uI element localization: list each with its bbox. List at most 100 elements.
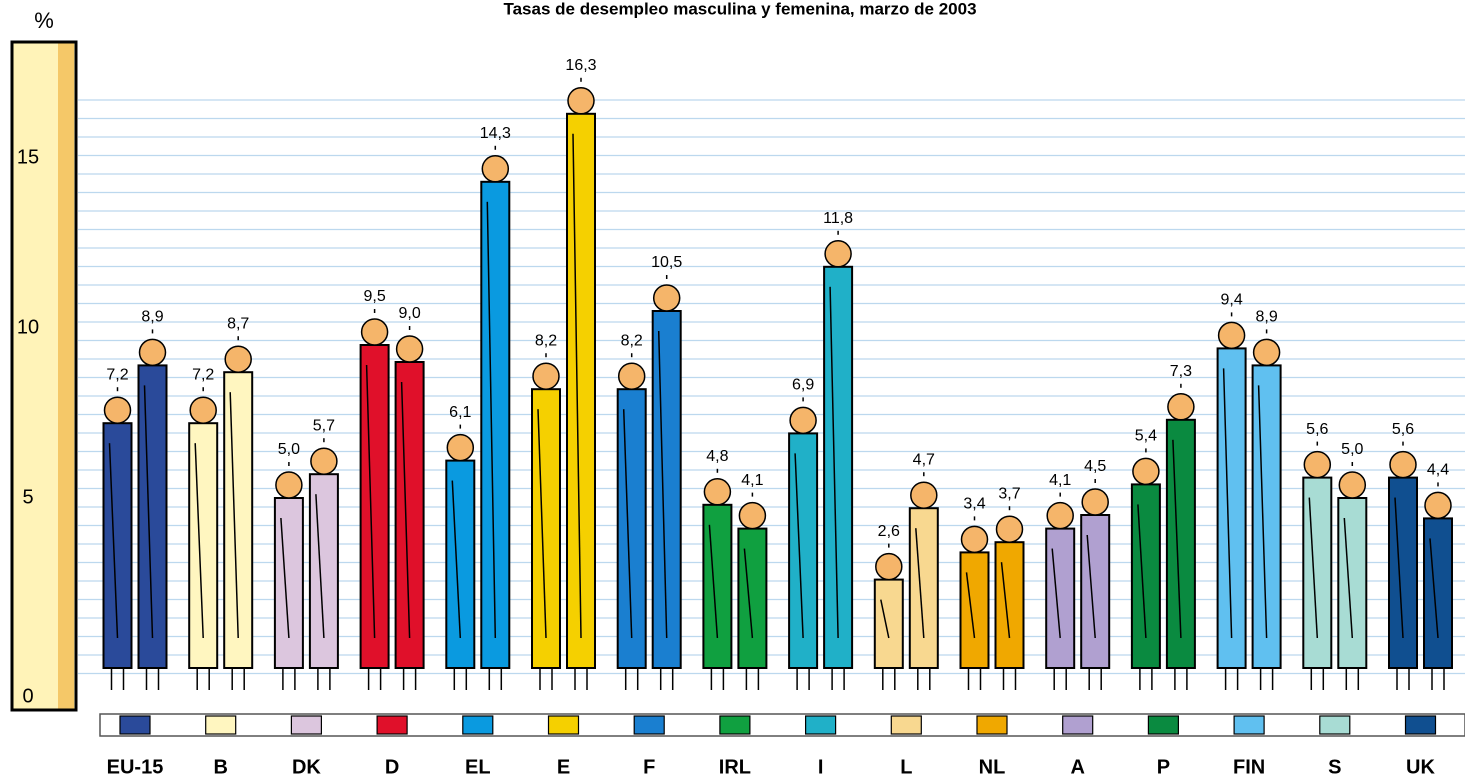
body-line <box>315 494 325 639</box>
bar <box>273 497 304 669</box>
value-label: 4,7 <box>913 451 935 468</box>
head <box>617 362 646 390</box>
bar <box>531 388 561 669</box>
y-axis-label: % <box>34 8 54 33</box>
head <box>567 87 595 115</box>
head <box>995 515 1024 543</box>
head <box>1424 491 1452 520</box>
x-tick-label: EU-15 <box>107 756 164 778</box>
bar <box>737 527 768 669</box>
head <box>703 478 732 506</box>
legend-box <box>99 713 1465 737</box>
body-line <box>1000 562 1011 639</box>
body-line <box>1222 368 1233 639</box>
value-label: 16,3 <box>565 57 596 74</box>
head <box>1132 457 1160 486</box>
head <box>1046 501 1074 530</box>
x-tick-label: F <box>643 756 655 778</box>
head <box>1081 488 1109 516</box>
body-line <box>143 385 154 639</box>
value-label: 9,4 <box>1220 292 1242 309</box>
legend-swatch <box>1319 715 1351 735</box>
body-line <box>537 409 547 639</box>
value-label: 5,6 <box>1306 421 1328 438</box>
x-tick-label: FIN <box>1233 756 1265 778</box>
legend-swatch <box>633 715 665 735</box>
body-line <box>572 133 582 639</box>
legend-swatch <box>1062 715 1094 735</box>
x-tick-label: IRL <box>719 756 751 778</box>
value-label: 6,9 <box>792 377 814 394</box>
x-tick-label: NL <box>979 756 1006 778</box>
value-label: 11,8 <box>823 210 853 227</box>
bar <box>1388 476 1418 669</box>
x-tick-label: P <box>1157 756 1170 778</box>
head <box>1389 450 1417 479</box>
bar <box>908 507 939 670</box>
legend-swatch <box>376 715 408 735</box>
value-label: 8,2 <box>621 332 643 349</box>
x-tick-label: A <box>1070 756 1084 778</box>
legend-swatch <box>1233 715 1265 735</box>
legend-swatch <box>462 715 494 735</box>
body-line <box>1394 497 1404 639</box>
x-tick-label: E <box>557 756 570 778</box>
value-label: 3,7 <box>998 485 1020 502</box>
value-label: 8,2 <box>535 332 557 349</box>
body-line <box>1429 538 1439 639</box>
value-label: 9,0 <box>398 305 420 322</box>
body-line <box>1308 497 1319 639</box>
x-tick-label: I <box>818 756 824 778</box>
bar <box>1337 497 1368 669</box>
head <box>532 362 560 390</box>
value-label: 6,1 <box>449 404 471 421</box>
body-line <box>1051 548 1061 639</box>
bar <box>1130 483 1161 669</box>
head <box>789 406 817 435</box>
x-tick-label: UK <box>1406 756 1435 778</box>
x-tick-label: D <box>385 756 399 778</box>
bar <box>566 112 596 670</box>
legend-swatch <box>1404 715 1437 735</box>
head <box>446 433 475 462</box>
head <box>1252 338 1281 367</box>
body-line <box>280 517 290 639</box>
body-line <box>1137 504 1147 639</box>
head <box>824 240 852 268</box>
bar <box>873 578 904 669</box>
legend-swatch <box>976 715 1008 735</box>
bar <box>1423 517 1453 670</box>
head <box>910 481 938 509</box>
x-tick-label: DK <box>292 756 321 778</box>
axis-stripe <box>58 43 74 709</box>
value-label: 8,9 <box>141 309 163 326</box>
y-tick-label: 5 <box>22 486 33 508</box>
legend-swatch <box>119 715 151 735</box>
head <box>1338 471 1367 499</box>
value-label: 7,3 <box>1170 363 1192 380</box>
x-tick-label: B <box>213 756 227 778</box>
head <box>1303 450 1332 479</box>
body-line <box>880 599 890 639</box>
body-line <box>229 392 239 639</box>
head <box>481 155 510 183</box>
head <box>395 335 424 363</box>
bar <box>223 371 254 669</box>
body-line <box>794 453 804 639</box>
bar <box>1302 476 1333 669</box>
chart-title: Tasas de desempleo masculina y femenina,… <box>503 0 976 18</box>
head <box>224 345 252 373</box>
body-line <box>743 548 754 639</box>
value-label: 4,1 <box>1049 472 1071 489</box>
body-line <box>1172 439 1182 639</box>
body-line <box>622 409 633 639</box>
bar <box>994 541 1025 670</box>
legend-swatch <box>890 715 922 735</box>
body-line <box>400 381 411 639</box>
bar <box>1045 527 1076 669</box>
value-label: 4,5 <box>1084 458 1106 475</box>
body-line <box>451 480 462 639</box>
value-label: 4,4 <box>1427 462 1449 479</box>
value-label: 14,3 <box>480 125 511 142</box>
head <box>138 338 167 367</box>
